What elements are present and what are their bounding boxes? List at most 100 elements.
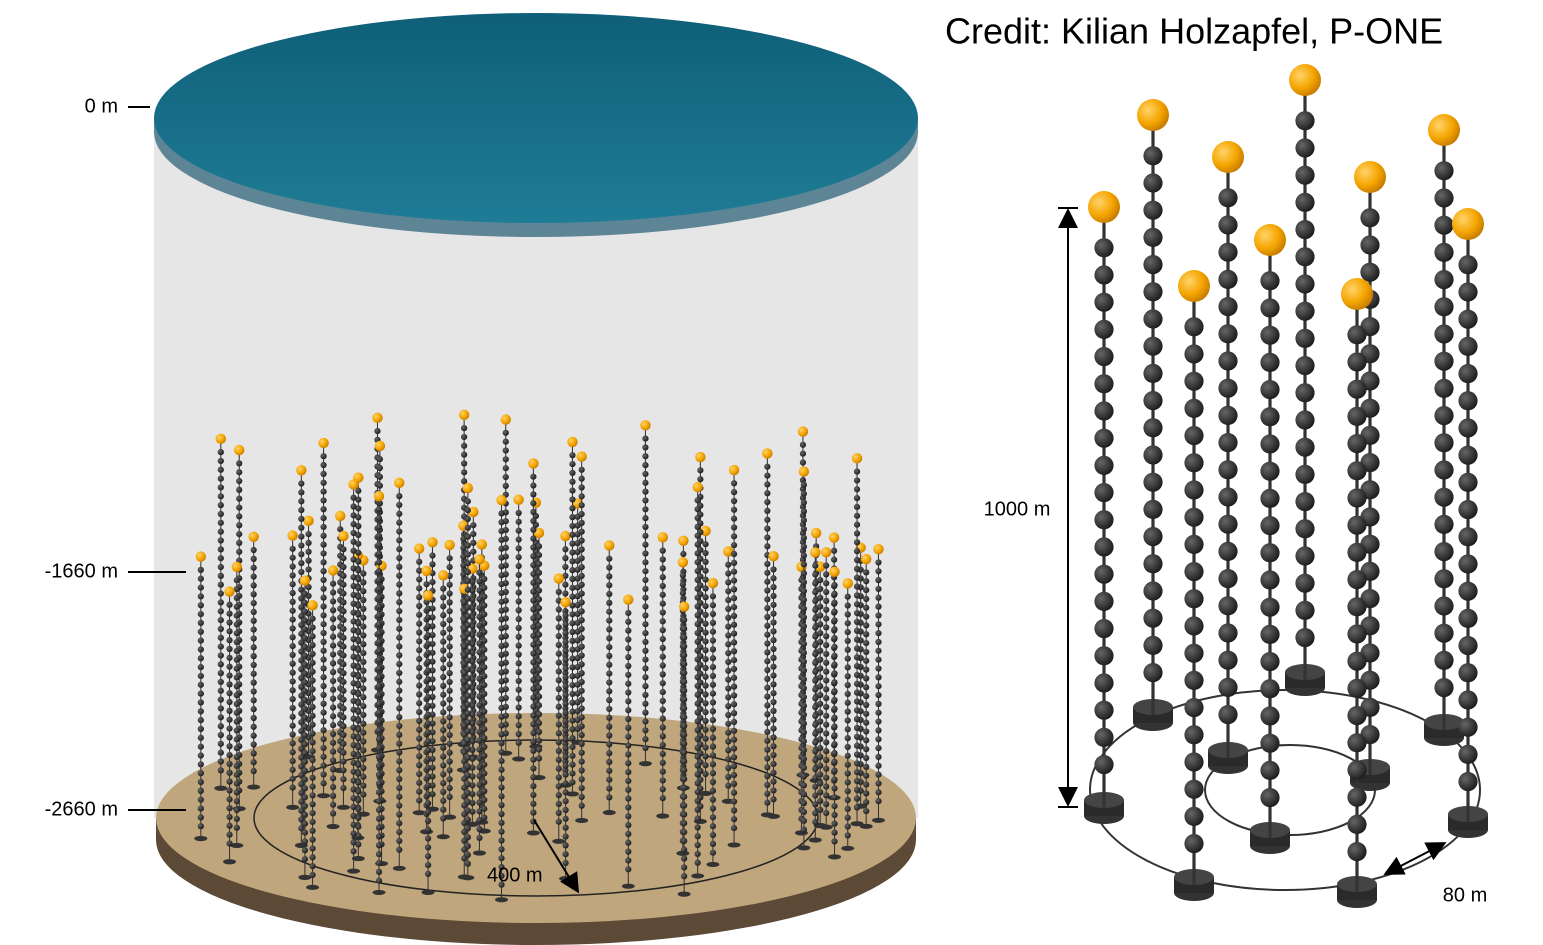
module	[226, 681, 233, 688]
module	[853, 733, 861, 740]
module	[309, 845, 316, 852]
module	[429, 720, 436, 727]
module	[569, 664, 576, 671]
module	[440, 806, 447, 813]
module	[764, 543, 771, 550]
module	[812, 704, 819, 711]
module	[1143, 363, 1163, 383]
module	[250, 555, 257, 562]
module	[578, 572, 585, 580]
module	[730, 665, 738, 673]
module	[481, 611, 488, 618]
module	[502, 465, 509, 472]
module	[464, 639, 471, 646]
module	[424, 729, 432, 736]
module	[730, 542, 738, 549]
module	[562, 815, 569, 822]
detector-string	[1084, 191, 1124, 824]
module	[764, 587, 771, 594]
module	[606, 670, 613, 677]
module	[1295, 492, 1315, 512]
module	[515, 589, 522, 596]
module	[844, 602, 851, 609]
module	[1260, 352, 1280, 372]
detector-string	[412, 543, 426, 816]
module	[709, 734, 717, 741]
module	[217, 652, 224, 659]
module	[320, 780, 327, 787]
module	[440, 788, 447, 796]
module	[1184, 698, 1204, 718]
module	[498, 846, 505, 853]
module	[375, 798, 383, 805]
module	[1094, 374, 1114, 394]
module	[709, 752, 717, 759]
module	[800, 817, 807, 824]
module	[555, 659, 562, 666]
module	[1260, 325, 1280, 345]
module	[562, 709, 569, 716]
anchor	[797, 845, 811, 851]
module	[681, 634, 688, 641]
module	[1218, 188, 1238, 208]
module	[535, 746, 543, 753]
module	[396, 528, 403, 535]
module	[350, 768, 357, 775]
detector-string	[575, 451, 589, 824]
module	[535, 622, 543, 629]
module	[375, 780, 383, 787]
module	[569, 460, 576, 468]
module	[562, 555, 569, 562]
module	[725, 649, 732, 657]
module	[800, 517, 807, 524]
module	[823, 677, 830, 684]
module	[233, 594, 240, 602]
module	[309, 809, 316, 817]
module	[360, 764, 367, 772]
module	[578, 546, 585, 553]
module	[681, 714, 688, 721]
module	[625, 636, 632, 643]
module	[515, 633, 522, 640]
top-buoy	[427, 537, 438, 548]
module	[429, 614, 436, 621]
module	[197, 778, 204, 786]
top-buoy	[797, 426, 809, 437]
module	[301, 688, 309, 695]
module	[625, 813, 632, 820]
module	[817, 700, 824, 707]
module	[197, 814, 204, 821]
module	[226, 690, 233, 697]
module	[217, 625, 224, 633]
module	[416, 708, 423, 716]
module	[853, 724, 861, 732]
module	[498, 695, 505, 703]
module	[863, 693, 870, 700]
module	[197, 575, 204, 582]
module	[396, 820, 403, 827]
module	[250, 697, 257, 704]
module	[680, 550, 687, 558]
module	[555, 668, 562, 675]
module	[800, 543, 807, 550]
module	[831, 608, 838, 615]
module	[515, 580, 522, 587]
module	[233, 612, 240, 619]
module	[498, 687, 505, 694]
module	[853, 486, 861, 493]
module	[375, 709, 383, 716]
module	[476, 675, 483, 682]
module	[340, 714, 347, 721]
module	[853, 601, 861, 608]
module	[817, 762, 824, 769]
module	[725, 561, 732, 568]
module	[461, 469, 468, 476]
module	[197, 708, 204, 715]
detector-string	[326, 565, 340, 830]
top-buoy	[438, 570, 449, 581]
module	[530, 650, 537, 657]
module	[320, 461, 327, 469]
module	[730, 586, 738, 593]
module	[217, 643, 224, 650]
module	[578, 537, 585, 544]
